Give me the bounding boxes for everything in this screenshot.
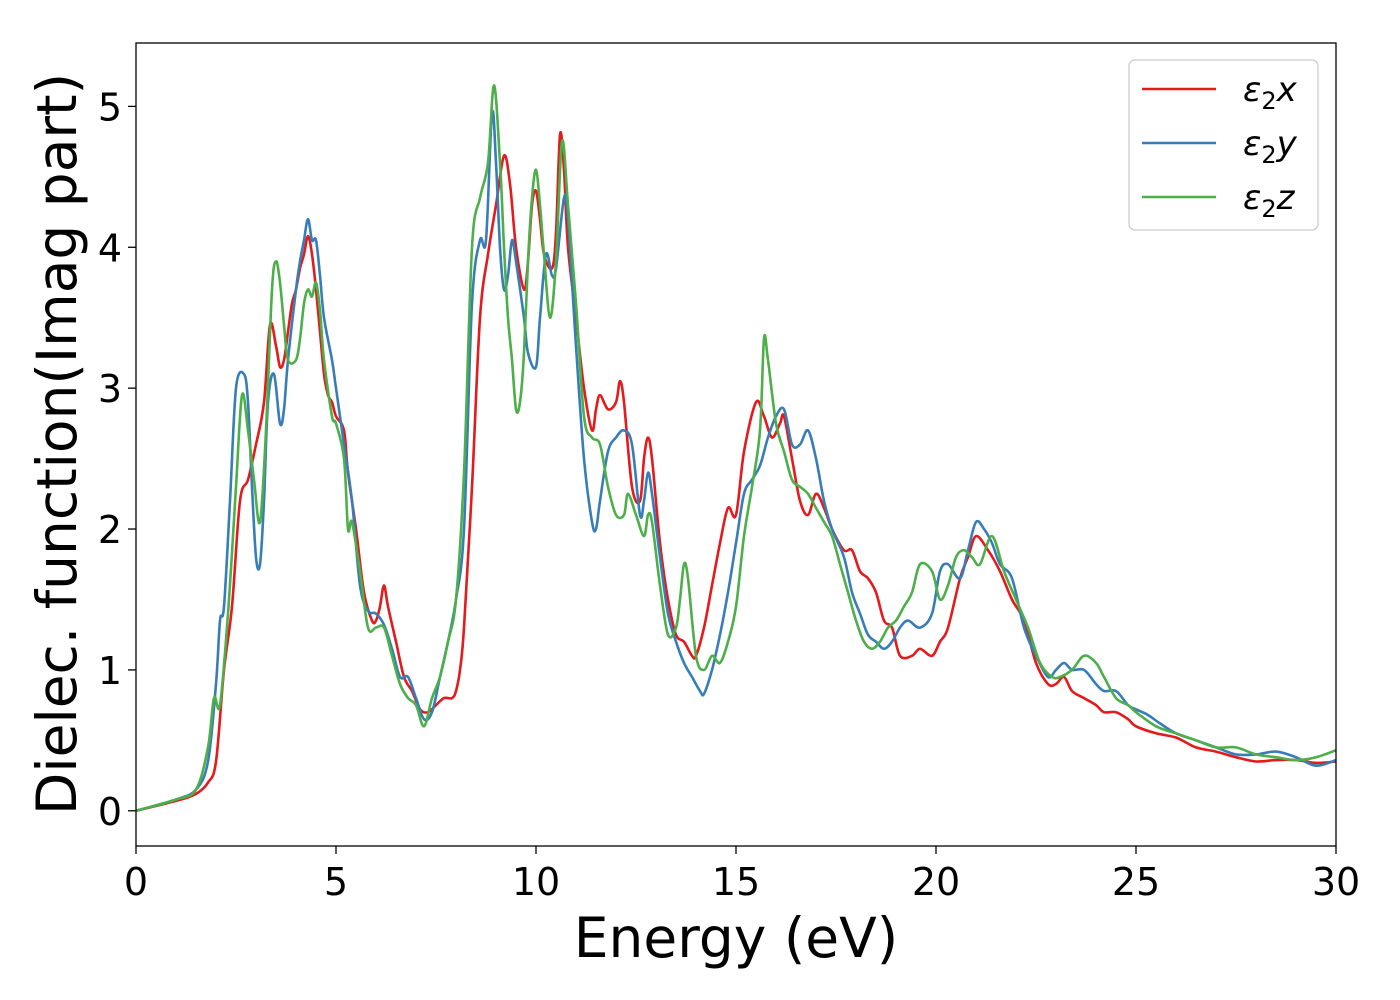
y-tick-label: 1 [98, 649, 122, 693]
x-tick-label: 20 [912, 860, 960, 904]
y-tick-label: 5 [98, 85, 122, 129]
x-axis-ticks: 0 5 10 15 20 25 30 [124, 846, 1360, 904]
y-tick-label: 4 [98, 226, 122, 270]
legend: ε2x ε2y ε2z [1128, 59, 1319, 231]
legend-box [1128, 59, 1319, 231]
y-tick-label: 3 [98, 367, 122, 411]
y-axis-label: Dielec. function(Imag part) [25, 73, 89, 815]
x-tick-label: 15 [712, 860, 760, 904]
y-axis-ticks: 0 1 2 3 4 5 [98, 85, 136, 834]
x-tick-label: 30 [1312, 860, 1360, 904]
y-tick-label: 0 [98, 790, 122, 834]
series-line-x [136, 130, 1336, 813]
x-tick-label: 10 [512, 860, 560, 904]
y-tick-label: 2 [98, 508, 122, 552]
legend-label-x: ε2x [1243, 70, 1298, 115]
legend-label-y: ε2y [1243, 124, 1298, 169]
legend-label-z: ε2z [1243, 178, 1296, 223]
x-tick-label: 5 [324, 860, 348, 904]
x-axis-label: Energy (eV) [574, 906, 898, 970]
x-tick-label: 25 [1112, 860, 1160, 904]
series-line-z [136, 84, 1336, 813]
x-tick-label: 0 [124, 860, 148, 904]
series-layer [136, 84, 1336, 813]
